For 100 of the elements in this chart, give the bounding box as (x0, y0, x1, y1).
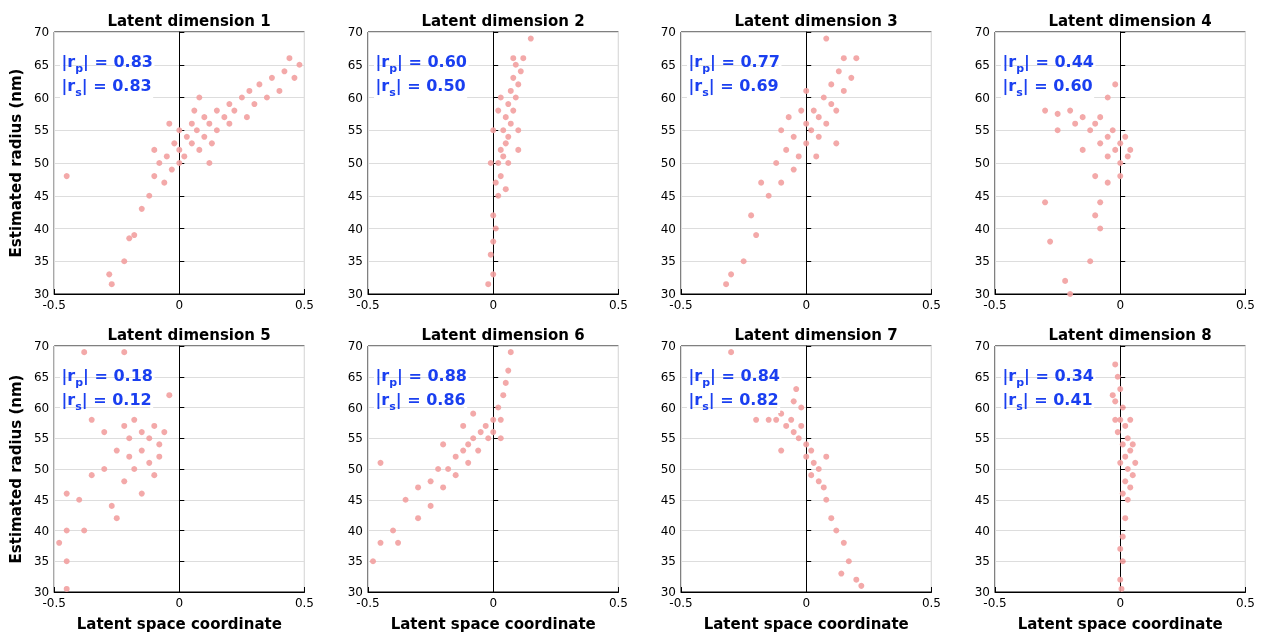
point (798, 422, 805, 429)
point (1117, 386, 1124, 393)
point (1117, 576, 1124, 583)
point (191, 107, 198, 114)
point (151, 146, 158, 153)
point (500, 127, 507, 134)
point (427, 502, 434, 509)
point (1117, 416, 1124, 423)
x-axis-title: Latent space coordinate (76, 614, 282, 633)
point (163, 153, 170, 160)
point (126, 235, 133, 242)
point (803, 453, 810, 460)
point (497, 435, 504, 442)
point (497, 146, 504, 153)
y-tick-label: 40 (660, 523, 676, 538)
point (765, 192, 772, 199)
x-tick-label: 0 (175, 298, 184, 312)
point (1127, 447, 1134, 454)
y-tick-label: 35 (974, 254, 990, 269)
point (840, 55, 847, 62)
point (226, 101, 233, 108)
y-tick-label: 70 (660, 25, 676, 39)
point (482, 422, 489, 429)
y-tick-label: 50 (347, 156, 363, 170)
point (783, 422, 790, 429)
y-tick-label: 30 (974, 287, 990, 301)
point (1087, 127, 1094, 134)
point (828, 81, 835, 88)
x-tick-label: 0.5 (1235, 596, 1255, 610)
point (1118, 585, 1125, 592)
y-tick-label: 55 (347, 431, 363, 446)
point (101, 466, 108, 472)
point (138, 429, 145, 436)
point (487, 251, 494, 258)
x-tick-label: 0 (489, 298, 498, 312)
point (151, 472, 158, 479)
point (1119, 490, 1126, 497)
point (470, 410, 477, 417)
y-tick-label: 35 (660, 554, 676, 569)
point (495, 192, 502, 199)
point (131, 416, 138, 423)
point (1092, 120, 1099, 127)
point (1132, 459, 1139, 466)
point (798, 107, 805, 114)
point (803, 87, 810, 94)
point (790, 429, 797, 436)
point (213, 127, 220, 134)
point (63, 490, 70, 497)
point (101, 429, 108, 436)
point (858, 582, 865, 589)
y-tick-label: 60 (974, 90, 990, 105)
y-tick-label: 40 (347, 523, 363, 538)
point (1122, 515, 1129, 522)
point (201, 114, 208, 121)
point (815, 133, 822, 140)
point (63, 585, 70, 592)
point (445, 466, 452, 472)
y-tick-label: 45 (660, 492, 676, 507)
point (520, 55, 527, 62)
point (1122, 422, 1129, 429)
y-tick-label: 35 (347, 554, 363, 569)
point (238, 94, 245, 101)
point (778, 179, 785, 186)
point (723, 281, 730, 288)
x-axis-title: Latent space coordinate (390, 614, 596, 633)
point (377, 459, 384, 466)
point (793, 386, 800, 393)
y-tick-label: 60 (33, 90, 50, 105)
point (833, 140, 840, 147)
point (1117, 459, 1124, 466)
point (1097, 199, 1104, 206)
y-tick-label: 40 (660, 221, 676, 236)
point (512, 61, 519, 68)
point (502, 186, 509, 193)
point (281, 68, 288, 75)
point (1124, 496, 1131, 503)
point (171, 140, 178, 147)
x-tick-label: -0.5 (42, 298, 66, 312)
point (63, 173, 70, 180)
point (168, 166, 175, 173)
point (810, 107, 817, 114)
y-tick-label: 45 (33, 492, 50, 507)
chart-title: Latent dimension 6 (421, 325, 585, 344)
point (815, 114, 822, 121)
point (740, 258, 747, 265)
point (1087, 258, 1094, 265)
point (795, 435, 802, 442)
point (231, 107, 238, 114)
point (1127, 484, 1134, 491)
point (188, 120, 195, 127)
point (505, 101, 512, 108)
point (121, 349, 128, 356)
y-tick-label: 45 (660, 188, 676, 203)
point (1047, 238, 1054, 245)
point (1042, 107, 1049, 114)
point (840, 87, 847, 94)
y-tick-label: 35 (33, 554, 50, 569)
point (515, 146, 522, 153)
x-tick-label: 0.5 (921, 596, 941, 610)
x-tick-label: 0.5 (294, 596, 314, 610)
